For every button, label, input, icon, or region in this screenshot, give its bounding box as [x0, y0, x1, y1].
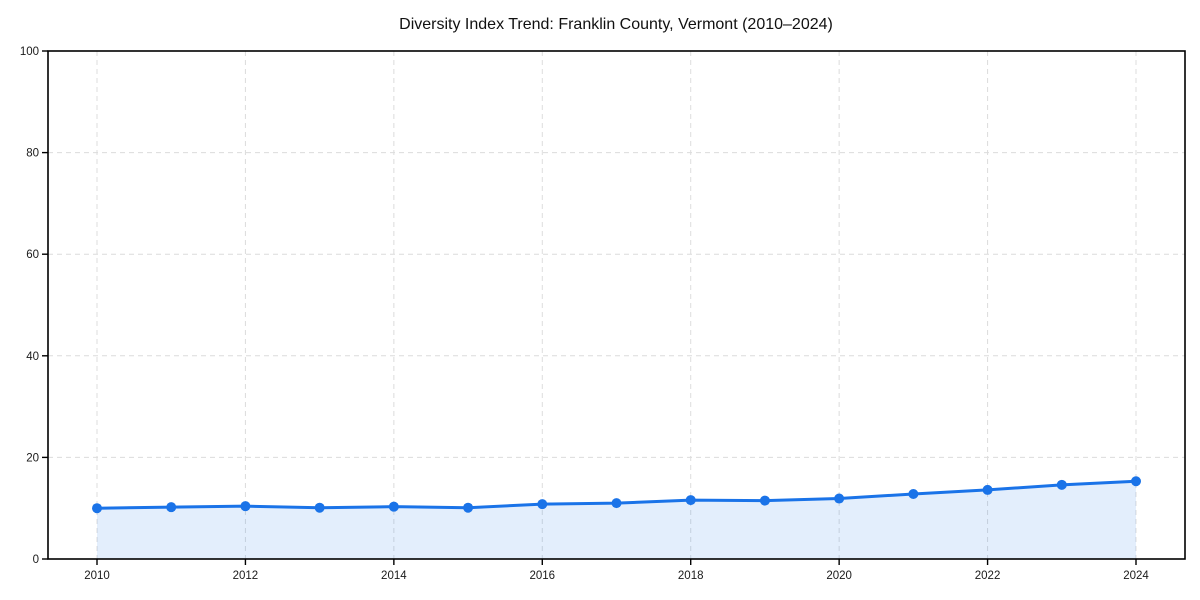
x-axis-tick-label: 2022 — [975, 570, 1001, 582]
data-point — [388, 501, 399, 512]
data-point — [1131, 476, 1141, 487]
data-point — [240, 501, 251, 512]
y-axis-tick-label: 40 — [26, 351, 39, 363]
x-axis-tick-label: 2016 — [529, 570, 555, 582]
y-axis-tick-label: 100 — [20, 46, 39, 58]
data-point — [834, 493, 845, 504]
x-axis-tick-label: 2014 — [381, 570, 407, 582]
x-axis-tick-label: 2010 — [84, 570, 110, 582]
data-point — [982, 484, 993, 495]
data-point — [1056, 479, 1067, 490]
x-axis-tick-label: 2018 — [678, 570, 704, 582]
data-point — [92, 503, 102, 514]
y-axis-tick-label: 60 — [26, 249, 39, 261]
data-point — [685, 495, 696, 506]
x-axis-tick-label: 2024 — [1123, 570, 1149, 582]
y-axis-tick-label: 80 — [26, 148, 39, 160]
data-point — [537, 499, 548, 510]
y-axis-tick-label: 0 — [33, 554, 39, 566]
x-axis-tick-label: 2020 — [826, 570, 852, 582]
data-point — [463, 502, 474, 513]
data-point — [314, 502, 325, 513]
chart-title: Diversity Index Trend: Franklin County, … — [399, 16, 833, 33]
data-point — [759, 495, 770, 506]
area-fill — [97, 481, 1136, 559]
data-point — [166, 502, 177, 513]
plot-border — [47, 50, 1186, 560]
y-axis-tick-label: 20 — [26, 452, 39, 464]
plot-area: 0 20 40 60 80 100 2010 2012 2014 2016 2018 2020 2022… — [20, 46, 1186, 582]
data-point — [908, 488, 919, 499]
x-axis-tick-label: 2012 — [233, 570, 259, 582]
data-point — [611, 498, 622, 509]
